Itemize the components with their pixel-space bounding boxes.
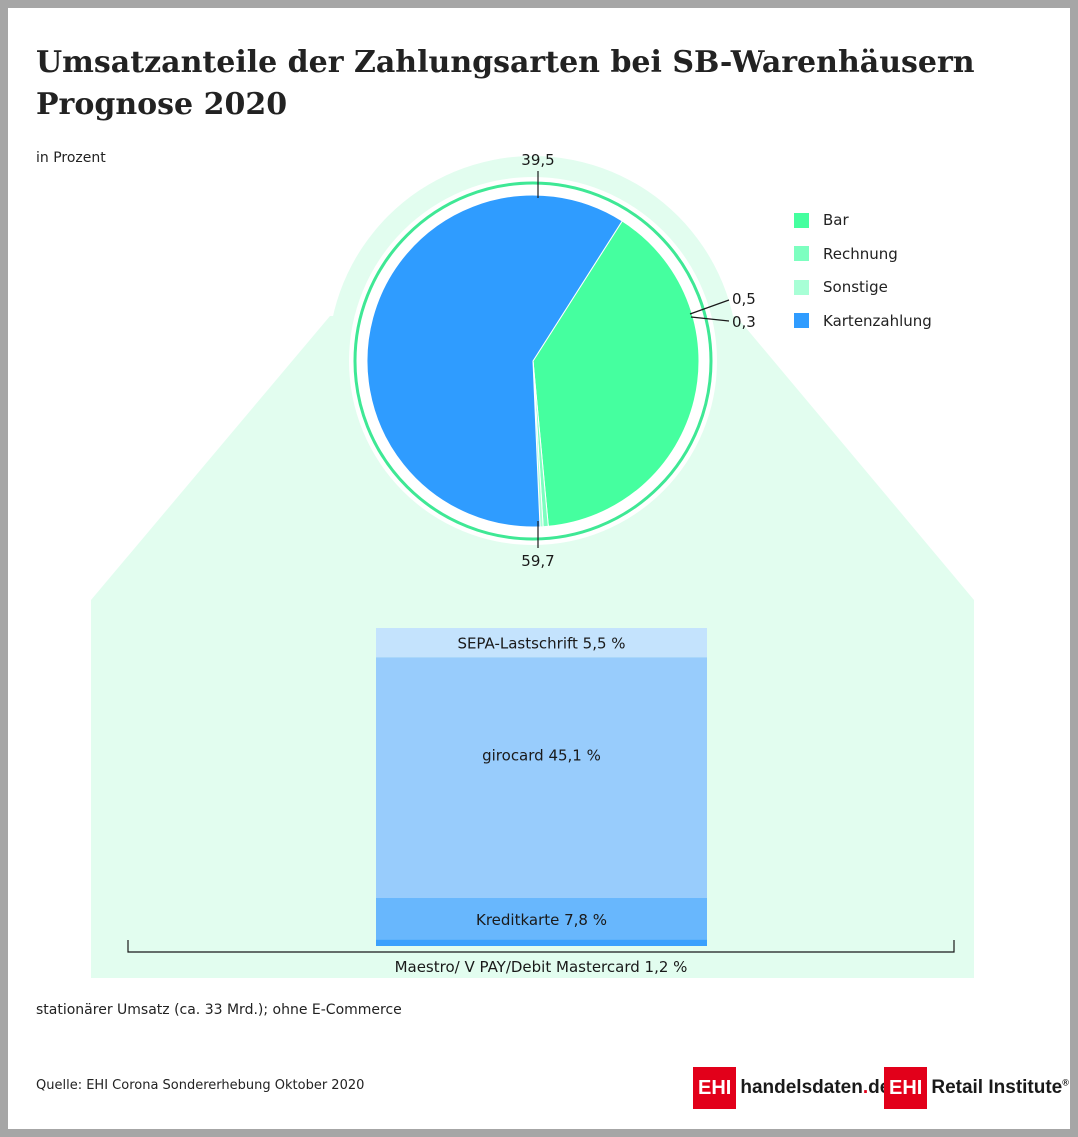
bar-segment-maestro-v-pay-debit-mastercard [376,939,707,946]
legend-label-sonstige: Sonstige [823,278,888,296]
legend-item-rechnung: Rechnung [794,244,932,263]
legend-item-kartenzahlung: Kartenzahlung [794,311,932,330]
bar-label-girocard: girocard 45,1 % [482,746,601,764]
unit-label: in Prozent [36,150,106,166]
pie-label-kartenzahlung: 59,7 [521,552,554,570]
source-note: Quelle: EHI Corona Sondererhebung Oktobe… [36,1078,365,1093]
legend-label-kartenzahlung: Kartenzahlung [823,311,932,330]
bar-label-kreditkarte: Kreditkarte 7,8 % [476,911,607,929]
footnote: stationärer Umsatz (ca. 33 Mrd.); ohne E… [36,1002,402,1018]
legend-item-sonstige: Sonstige [794,278,932,296]
pie-leader-sonstige [690,316,730,322]
pie-slice-bar [532,220,700,527]
legend-label-bar: Bar [823,211,849,229]
pie-outer-ring [353,181,713,541]
legend-swatch-rechnung [794,246,809,261]
bar-bracket [127,940,955,953]
bar-segment-sepa-lastschrift [376,628,707,658]
bar-label-maestro-v-pay-debit-mastercard: Maestro/ V PAY/Debit Mastercard 1,2 % [395,958,688,976]
handelsdaten-logo[interactable]: EHI handelsdaten.de [693,1067,890,1109]
bar-segment-girocard [376,657,707,898]
retail-institute-logo-text: Retail Institute® [931,1077,1069,1098]
handelsdaten-logo-text: handelsdaten.de [740,1077,891,1098]
retail-institute-logo[interactable]: EHI Retail Institute® [884,1067,1069,1109]
legend-swatch-kartenzahlung [794,313,809,328]
chart-title-line-1: Umsatzanteile der Zahlungsarten bei SB-W… [36,45,975,80]
handelsdaten-logo-box: EHI [693,1067,737,1109]
pie-label-bar: 39,5 [521,151,554,169]
legend-item-bar: Bar [794,211,932,229]
legend: Bar Rechnung Sonstige Kartenzahlung [794,211,932,346]
legend-swatch-sonstige [794,279,809,295]
bar-label-sepa-lastschrift: SEPA-Lastschrift 5,5 % [457,635,625,653]
pie-label-sonstige: 0,3 [732,313,756,331]
pie-leader-rechnung [689,299,730,315]
retail-institute-logo-box: EHI [884,1067,928,1109]
pie-label-rechnung: 0,5 [732,290,756,308]
chart-title-line-2: Prognose 2020 [36,87,288,122]
chart-title: Umsatzanteile der Zahlungsarten bei SB-W… [36,42,1036,126]
bar-segment-kreditkarte [376,897,707,940]
legend-label-rechnung: Rechnung [823,244,898,263]
legend-swatch-bar [794,212,809,228]
